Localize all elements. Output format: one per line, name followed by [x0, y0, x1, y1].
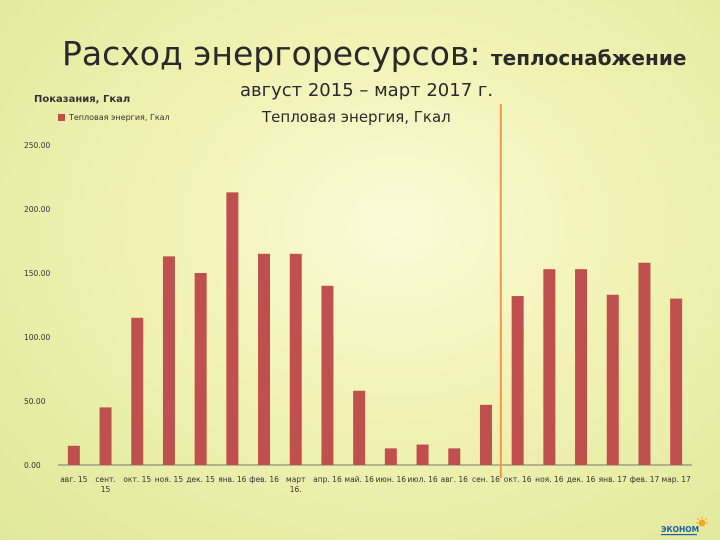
- x-tick-label: ноя. 15: [155, 475, 184, 484]
- bar: [511, 296, 524, 465]
- bar: [289, 253, 302, 465]
- x-tick-label: окт. 16: [504, 475, 532, 484]
- chart-legend: Тепловая энергия, Гкал: [58, 113, 170, 122]
- logo-text: ЭКОНОМ: [661, 525, 699, 534]
- bar: [258, 253, 271, 465]
- x-tick-label: дек. 15: [186, 475, 215, 484]
- x-tick-label: ноя. 16: [535, 475, 564, 484]
- logo-sun-icon: [696, 516, 708, 527]
- x-tick-label: фев. 16: [249, 475, 279, 484]
- bar: [131, 317, 144, 465]
- legend-swatch: [58, 114, 65, 121]
- y-tick-label: 250.00: [24, 141, 50, 150]
- bar: [416, 444, 429, 465]
- company-logo: ЭКОНОМ: [661, 516, 708, 536]
- bar: [543, 269, 556, 465]
- slide-title: Расход энергоресурсов: теплоснабжение: [62, 34, 686, 78]
- bar: [384, 448, 397, 465]
- bar: [353, 390, 366, 465]
- bar: [226, 192, 239, 466]
- bar: [321, 285, 334, 465]
- x-tick-label: июл. 16: [407, 475, 438, 484]
- y-tick-label: 150.00: [24, 269, 50, 278]
- x-tick-label: дек. 16: [567, 475, 596, 484]
- x-tick-label: сент. 15: [95, 475, 115, 494]
- x-tick-label: янв. 17: [599, 475, 627, 484]
- bar: [638, 262, 651, 465]
- slide-title-sub: теплоснабжение: [491, 46, 687, 70]
- x-tick-label: апр. 16: [313, 475, 342, 484]
- bar: [606, 294, 619, 465]
- y-tick-label: 200.00: [24, 205, 50, 214]
- x-tick-label: авг. 16: [441, 475, 468, 484]
- bar: [575, 269, 588, 465]
- x-tick-label: мар. 17: [661, 475, 691, 484]
- y-tick-label: 100.00: [24, 333, 50, 342]
- bar: [194, 273, 207, 465]
- y-tick-label: 50.00: [24, 397, 46, 406]
- bar: [479, 404, 492, 465]
- x-tick-label: авг. 15: [60, 475, 87, 484]
- x-tick-label: сен. 16: [472, 475, 500, 484]
- bar: [67, 445, 80, 465]
- x-tick-label: янв. 16: [218, 475, 246, 484]
- bar: [448, 448, 461, 465]
- x-tick-label: июн. 16: [376, 475, 407, 484]
- legend-label: Тепловая энергия, Гкал: [69, 113, 170, 122]
- bar: [670, 298, 683, 465]
- slide-title-main: Расход энергоресурсов:: [62, 34, 492, 73]
- y-axis-label: Показания, Гкал: [34, 94, 131, 105]
- x-tick-label: фев. 17: [630, 475, 660, 484]
- period-subtitle: август 2015 – март 2017 г.: [240, 80, 494, 101]
- chart-title: Тепловая энергия, Гкал: [262, 108, 451, 126]
- bar: [99, 407, 112, 465]
- x-tick-label: май. 16: [344, 475, 374, 484]
- x-tick-label: март 16.: [286, 475, 306, 494]
- y-tick-label: 0.00: [24, 461, 41, 470]
- x-tick-label: окт. 15: [123, 475, 151, 484]
- bar: [162, 256, 175, 465]
